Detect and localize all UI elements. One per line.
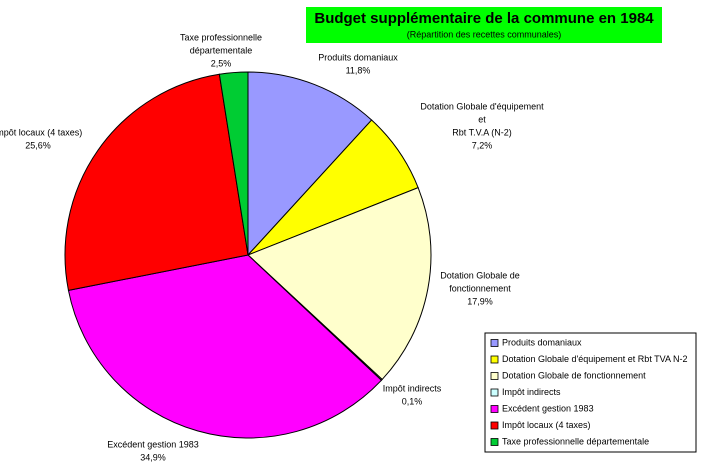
legend-label: Produits domaniaux	[502, 337, 582, 347]
slice-label: et	[478, 114, 486, 124]
slice-label: Dotation Globale d'équipement	[420, 101, 544, 111]
pie-slice	[247, 71, 373, 257]
value-label: 11,8%	[346, 65, 371, 75]
slice-label: Excédent gestion 1983	[107, 439, 199, 449]
legend-swatch	[490, 421, 499, 430]
legend-swatch	[490, 339, 499, 347]
legend-swatch	[490, 372, 499, 380]
legend-swatch	[490, 405, 499, 413]
value-label: 7,2%	[472, 140, 493, 150]
slice-label: Produits domaniaux	[318, 52, 398, 62]
chart-subtitle: (Répartition des recettes communales)	[407, 29, 562, 39]
slice-label: Rbt T.V.A (N-2)	[452, 127, 512, 137]
title-box	[306, 7, 662, 43]
legend-swatch	[490, 388, 499, 397]
legend-label: Dotation Globale de fonctionnement	[502, 370, 646, 380]
slice-label: Impôt indirects	[383, 383, 442, 393]
legend-label: Excédent gestion 1983	[502, 403, 594, 413]
value-label: 34,9%	[140, 452, 166, 462]
value-label: 2,5%	[211, 58, 232, 68]
slice-label: fonctionnement	[449, 283, 511, 293]
legend-label: Dotation Globale d'équipement et Rbt TVA…	[502, 354, 688, 364]
chart-title: Budget supplémentaire de la commune en 1…	[314, 10, 654, 27]
pie-slice	[67, 254, 383, 439]
slice-label: Dotation Globale de	[440, 270, 520, 280]
legend-swatch	[490, 438, 499, 446]
value-label: 17,9%	[467, 296, 493, 306]
legend-label: Taxe professionnelle départementale	[502, 436, 649, 446]
legend-label: Impôt indirects	[502, 387, 561, 397]
legend-label: Impôt locaux (4 taxes)	[502, 420, 591, 430]
pie-slice	[218, 71, 249, 256]
pie-slice	[247, 186, 432, 381]
legend-swatch	[490, 355, 499, 364]
value-label: 0,1%	[402, 396, 423, 406]
legend-box	[484, 332, 697, 453]
slice-label: Taxe professionnelle	[180, 32, 262, 42]
slice-label: départementale	[190, 45, 253, 55]
pie-slice	[64, 73, 249, 292]
value-label: 25,6%	[25, 140, 51, 150]
slice-label: Impôt locaux (4 taxes)	[0, 127, 82, 137]
